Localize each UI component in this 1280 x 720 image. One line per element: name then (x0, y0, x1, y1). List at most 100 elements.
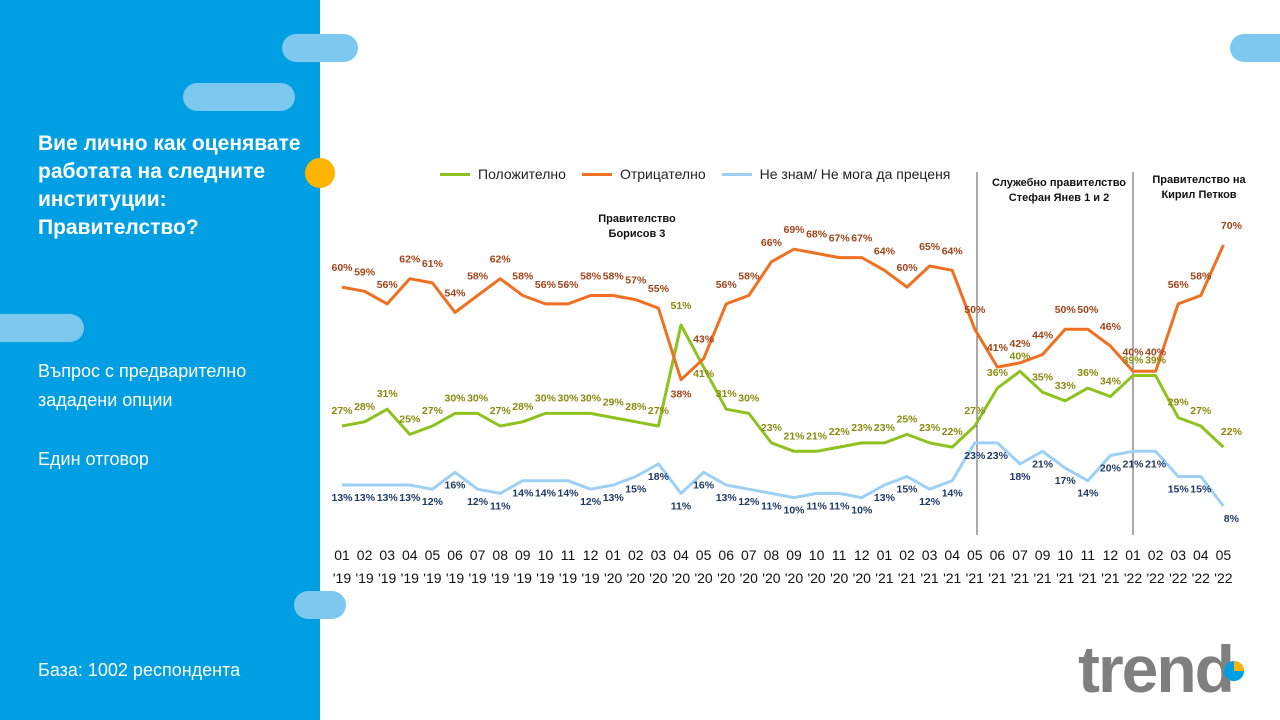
period-label-borisov: Правителство Борисов 3 (572, 212, 702, 242)
x-tick-year: '20 (762, 570, 780, 586)
data-label-dontknow: 12% (467, 496, 489, 508)
x-tick-year: '21 (898, 570, 916, 586)
data-label-negative: 55% (648, 283, 670, 295)
x-tick-month: 04 (673, 547, 689, 563)
x-tick-year: '22 (1169, 570, 1187, 586)
data-label-positive: 27% (490, 405, 512, 417)
data-label-dontknow: 15% (1168, 484, 1190, 496)
data-label-dontknow: 14% (942, 488, 964, 500)
data-label-positive: 30% (535, 392, 557, 404)
x-tick-month: 05 (967, 547, 983, 563)
x-tick-month: 01 (1125, 547, 1141, 563)
period-label-line: Правителство (598, 213, 676, 225)
period-label-petkov: Правителство на Кирил Петков (1134, 173, 1264, 203)
data-label-positive: 28% (625, 401, 647, 413)
data-label-negative: 58% (512, 271, 534, 283)
data-label-positive: 30% (580, 392, 602, 404)
x-tick-month: 09 (515, 547, 531, 563)
data-label-dontknow: 15% (625, 484, 647, 496)
data-label-positive: 27% (648, 405, 670, 417)
x-tick-year: '22 (1146, 570, 1164, 586)
data-label-dontknow: 12% (422, 496, 444, 508)
x-tick-month: 12 (583, 547, 599, 563)
x-tick-year: '20 (672, 570, 690, 586)
data-label-negative: 67% (829, 233, 851, 245)
data-label-negative: 66% (761, 237, 783, 249)
data-label-negative: 50% (964, 304, 986, 316)
x-tick-year: '19 (423, 570, 441, 586)
x-tick-month: 05 (425, 547, 441, 563)
data-label-negative: 54% (444, 287, 466, 299)
data-label-dontknow: 12% (919, 496, 941, 508)
x-tick-month: 06 (718, 547, 734, 563)
data-label-negative: 50% (1055, 304, 1077, 316)
x-tick-month: 12 (1103, 547, 1119, 563)
data-label-dontknow: 21% (1032, 458, 1054, 470)
data-label-negative: 59% (354, 266, 376, 278)
data-label-dontknow: 8% (1224, 513, 1240, 525)
data-label-positive: 28% (354, 401, 376, 413)
data-label-negative: 58% (1190, 271, 1212, 283)
x-tick-year: '20 (807, 570, 825, 586)
data-label-negative: 38% (670, 389, 692, 401)
legend-swatch-negative (581, 172, 612, 176)
logo-mark-slice-icon (1234, 661, 1244, 671)
data-label-positive: 29% (1168, 397, 1190, 409)
question-note: Въпрос с предварително зададени опции (38, 361, 247, 410)
decor-pill (1230, 34, 1280, 62)
data-label-positive: 22% (829, 426, 851, 438)
data-label-dontknow: 23% (964, 450, 986, 462)
period-label-line: Стефан Янев 1 и 2 (1008, 192, 1110, 204)
data-label-positive: 29% (603, 397, 625, 409)
x-tick-month: 01 (334, 547, 350, 563)
data-label-negative: 56% (377, 279, 399, 291)
accent-dot (305, 158, 335, 188)
data-label-negative: 68% (806, 228, 828, 240)
x-tick-year: '19 (514, 570, 532, 586)
data-label-negative: 64% (874, 245, 896, 257)
data-label-negative: 64% (942, 245, 964, 257)
data-label-negative: 40% (1145, 346, 1167, 358)
data-label-negative: 56% (716, 279, 738, 291)
x-tick-month: 07 (741, 547, 757, 563)
data-label-positive: 51% (670, 300, 692, 312)
data-label-positive: 25% (399, 413, 421, 425)
data-label-dontknow: 21% (1122, 458, 1144, 470)
x-tick-year: '19 (468, 570, 486, 586)
x-tick-year: '21 (1101, 570, 1119, 586)
x-tick-month: 09 (1035, 547, 1051, 563)
x-tick-year: '21 (1011, 570, 1029, 586)
x-tick-year: '20 (694, 570, 712, 586)
data-label-dontknow: 11% (829, 500, 850, 512)
x-tick-month: 01 (877, 547, 893, 563)
data-label-negative: 56% (1168, 279, 1190, 291)
data-label-positive: 34% (1100, 376, 1122, 388)
x-tick-year: '21 (920, 570, 938, 586)
data-label-positive: 36% (987, 367, 1009, 379)
data-label-negative: 69% (783, 224, 805, 236)
x-tick-month: 06 (990, 547, 1006, 563)
chart-legend: Положително Отрицателно Не знам/ Не мога… (440, 166, 966, 182)
x-tick-year: '20 (627, 570, 645, 586)
x-tick-year: '19 (378, 570, 396, 586)
x-tick-month: 11 (832, 547, 847, 563)
x-tick-month: 04 (1193, 547, 1209, 563)
data-label-dontknow: 18% (1009, 471, 1031, 483)
decor-pill (294, 591, 346, 619)
x-tick-month: 03 (651, 547, 667, 563)
data-label-positive: 31% (716, 388, 738, 400)
x-tick-year: '20 (740, 570, 758, 586)
data-label-negative: 56% (557, 279, 579, 291)
x-tick-month: 05 (696, 547, 712, 563)
data-label-positive: 39% (1122, 355, 1144, 367)
x-tick-year: '20 (785, 570, 803, 586)
x-tick-year: '20 (604, 570, 622, 586)
x-tick-year: '19 (355, 570, 373, 586)
data-label-dontknow: 14% (535, 488, 557, 500)
data-label-positive: 30% (557, 392, 579, 404)
data-label-positive: 33% (1055, 380, 1077, 392)
x-tick-year: '19 (581, 570, 599, 586)
x-tick-month: 05 (1216, 547, 1232, 563)
series-line-dontknow (342, 441, 1225, 507)
data-label-dontknow: 13% (377, 492, 399, 504)
